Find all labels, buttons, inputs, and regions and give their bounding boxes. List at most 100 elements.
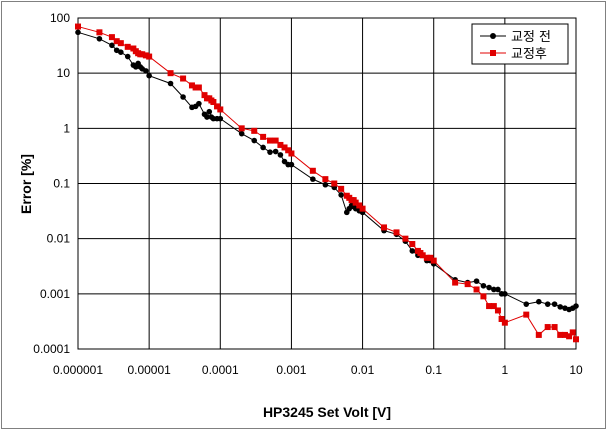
data-point-before [206,108,213,115]
data-point-after [356,202,363,209]
data-point-after [260,133,267,140]
data-point-after [96,29,103,36]
data-point-before [480,282,487,289]
y-axis-title: Error [%] [18,154,34,214]
data-point-before [486,284,492,291]
data-point-after [142,52,149,59]
data-point-after [214,103,221,110]
data-point-before [109,42,115,49]
data-point-after [285,147,292,154]
data-point-after [113,38,120,45]
x-tick-label: 10 [569,363,583,377]
data-point-after [180,75,187,82]
data-point-after [490,303,497,310]
data-point-before [260,144,266,151]
x-tick-labels: 0.000001 0.00001 0.0001 0.001 0.01 0.1 1 10 [53,363,583,377]
data-point-before [495,286,501,293]
data-point-after [309,167,316,174]
data-point-after [569,329,576,336]
data-point-before [238,130,245,137]
data-point-after [473,286,480,293]
data-point-before [143,68,149,74]
y-tick-label: 10 [57,66,71,80]
legend-marker-before [490,33,496,39]
data-point-before [523,301,530,307]
legend-label-after: 교정후 [511,47,547,62]
data-point-after [427,254,434,261]
data-point-after [338,185,345,192]
data-point-after [359,205,366,212]
data-point-before [196,100,202,107]
data-point-after [430,257,437,264]
data-point-after [192,84,199,91]
data-point-before [322,181,329,188]
data-point-before [251,137,258,144]
data-point-before [146,72,152,79]
data-point-before [288,161,295,168]
y-tick-label: 0.1 [53,177,70,191]
data-point-before [267,149,273,155]
data-point-before [180,94,186,100]
data-point-after [124,43,131,50]
legend-label-before: 교정 전 [511,30,551,45]
data-point-after [551,324,558,331]
data-point-after [452,279,459,286]
x-tick-label: 0.00001 [127,363,171,377]
data-point-after [251,127,258,134]
y-tick-labels: 100 10 1 0.1 0.01 0.001 0.0001 [33,11,70,356]
data-point-after [167,70,174,77]
data-point-after [480,293,487,300]
data-point-after [108,34,115,41]
data-point-after [423,254,430,261]
legend-box [471,23,569,65]
x-tick-label: 0.000001 [53,363,103,377]
data-point-after [277,141,284,148]
y-tick-label: 0.0001 [33,342,70,356]
y-tick-label: 1 [63,121,70,135]
data-point-after [464,281,471,288]
data-point-after [331,180,338,187]
data-point-after [217,106,224,113]
series-layer [75,23,579,343]
data-point-after [409,241,416,248]
data-point-before [277,152,284,158]
data-point-before [310,176,316,182]
x-tick-label: 0.01 [351,363,375,377]
data-point-before [96,35,103,42]
data-point-after [501,319,508,326]
x-tick-label: 0.0001 [202,363,239,377]
data-point-after [238,125,245,132]
data-point-after [494,307,501,314]
data-point-before [502,291,508,297]
data-point-before [544,301,551,307]
y-tick-label: 0.01 [47,232,71,246]
data-point-after [288,150,295,157]
data-point-after [281,144,288,151]
data-point-after [146,53,153,60]
x-axis-title: HP3245 Set Volt [V] [263,404,391,420]
data-point-after [201,92,208,99]
data-point-after [544,324,551,331]
data-point-after [322,176,329,183]
data-point-after [210,99,217,106]
data-point-after [75,23,81,30]
x-tick-label: 1 [502,363,509,377]
data-point-after [523,311,530,318]
data-point-before [557,304,564,310]
data-point-before [118,49,124,55]
data-point-after [561,331,568,338]
series-before [75,29,579,313]
data-point-after [402,235,409,242]
data-point-after [566,333,573,340]
y-tick-label: 0.001 [40,287,70,301]
data-point-after [352,199,359,206]
data-point-after [267,137,274,144]
data-point-before [272,148,279,155]
data-point-after [498,315,505,322]
data-point-before [551,301,558,307]
data-point-before [409,248,416,254]
data-point-before [204,114,210,120]
data-point-after [117,40,124,47]
x-tick-label: 0.001 [276,363,306,377]
